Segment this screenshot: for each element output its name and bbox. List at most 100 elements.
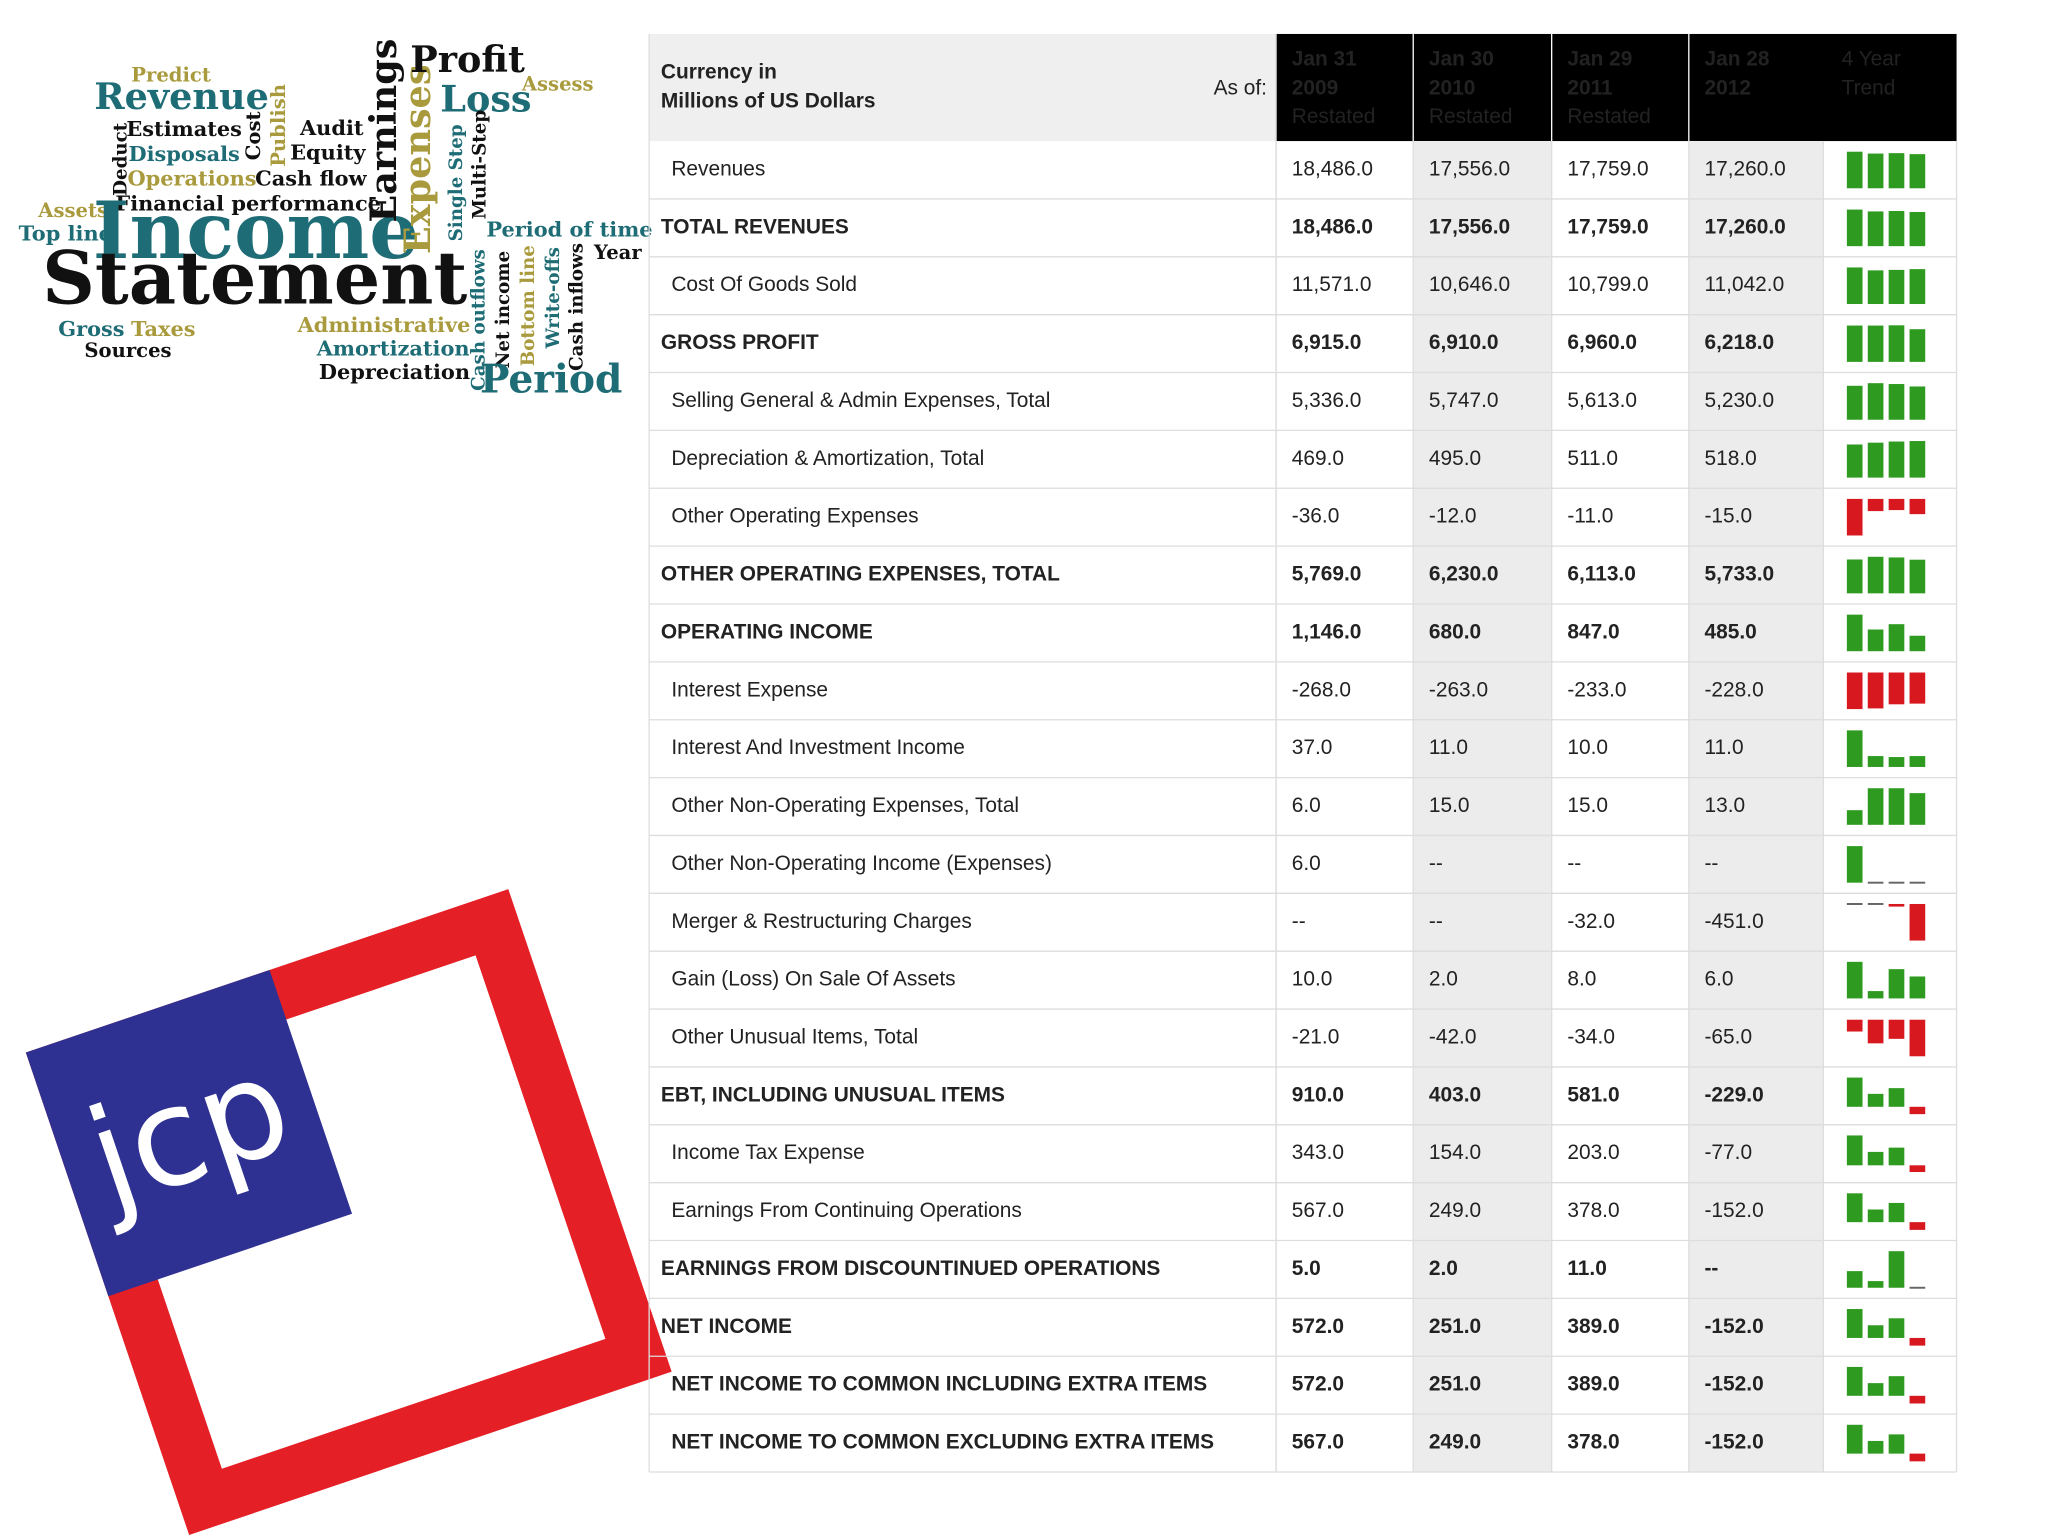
word: Earnings <box>362 39 405 223</box>
cell-value: -152.0 <box>1704 1431 1763 1454</box>
cell-value: -42.0 <box>1429 1026 1477 1049</box>
trend-bar <box>1888 153 1905 189</box>
column-note: Restated <box>1429 105 1513 128</box>
cell-value: 6,218.0 <box>1704 331 1774 354</box>
word: Revenue <box>94 75 269 118</box>
trend-bar <box>1846 1366 1863 1396</box>
trend-bar <box>1846 672 1863 710</box>
trend-bar <box>1846 209 1863 247</box>
word: Period of time <box>486 217 652 242</box>
trend-bar <box>1846 1309 1863 1338</box>
cell-value: -32.0 <box>1567 910 1615 933</box>
cell-value: 17,556.0 <box>1429 158 1510 181</box>
trend-bar <box>1846 961 1863 999</box>
cell-value: 5,769.0 <box>1292 563 1362 586</box>
cell-value: 518.0 <box>1704 447 1756 470</box>
trend-bar <box>1867 383 1884 420</box>
trend-bar <box>1867 991 1884 999</box>
cell-value: 6,113.0 <box>1567 563 1636 586</box>
trend-bar <box>1846 810 1863 825</box>
cell-value: 6.0 <box>1292 852 1321 875</box>
trend-bar <box>1888 1318 1905 1338</box>
word: Operations <box>127 166 256 191</box>
cell-value: 251.0 <box>1429 1373 1481 1396</box>
cell-value: 154.0 <box>1429 1141 1481 1164</box>
trend-bar <box>1909 1019 1926 1057</box>
trend-bar <box>1846 1077 1863 1107</box>
trend-bar <box>1867 1440 1884 1454</box>
column-date: 2009 <box>1292 76 1338 99</box>
cell-value: 485.0 <box>1704 620 1756 643</box>
cell-value: 5.0 <box>1292 1257 1321 1280</box>
trend-bar <box>1909 154 1926 189</box>
trend-bar <box>1846 151 1863 189</box>
word: Year <box>593 241 642 264</box>
trend-bar <box>1888 1147 1905 1166</box>
row-label: Income Tax Expense <box>671 1141 864 1164</box>
trend-bar <box>1909 1337 1926 1346</box>
column-note: Restated <box>1292 105 1376 128</box>
cell-value: 17,260.0 <box>1704 215 1785 238</box>
trend-bar <box>1846 325 1863 362</box>
trend-bar <box>1909 1222 1926 1230</box>
cell-value: 37.0 <box>1292 736 1333 759</box>
cell-value: -- <box>1429 852 1443 875</box>
trend-bar <box>1867 153 1884 189</box>
cell-value: 18,486.0 <box>1292 215 1373 238</box>
table-caption: Millions of US Dollars <box>661 89 876 112</box>
trend-bar <box>1867 270 1884 305</box>
trend-bar <box>1867 1325 1884 1338</box>
row-label: Selling General & Admin Expenses, Total <box>671 389 1050 412</box>
row-label: Gain (Loss) On Sale Of Assets <box>671 968 955 991</box>
trend-bar <box>1846 1135 1863 1166</box>
trend-bar <box>1909 903 1926 941</box>
word: Predict <box>131 63 211 86</box>
cell-value: 17,556.0 <box>1429 215 1510 238</box>
trend-bar <box>1909 756 1926 767</box>
trend-bar <box>1888 441 1905 478</box>
cell-value: 847.0 <box>1567 620 1619 643</box>
cell-value: 10,646.0 <box>1429 273 1510 296</box>
trend-bar <box>1909 212 1926 247</box>
trend-bar <box>1909 635 1926 652</box>
cell-value: 18,486.0 <box>1292 158 1373 181</box>
cell-value: 343.0 <box>1292 1141 1344 1164</box>
cell-value: -- <box>1567 852 1581 875</box>
cell-value: 8.0 <box>1567 968 1596 991</box>
trend-bar <box>1846 1193 1863 1223</box>
cell-value: 11,571.0 <box>1292 273 1372 296</box>
column-date: 2012 <box>1704 76 1750 99</box>
cell-value: -263.0 <box>1429 678 1488 701</box>
shaded-column <box>1413 141 1552 1472</box>
word: Profit <box>410 38 525 81</box>
cell-value: 6.0 <box>1292 794 1321 817</box>
trend-bar <box>1846 498 1863 536</box>
cell-value: 469.0 <box>1292 447 1344 470</box>
row-label: TOTAL REVENUES <box>661 215 849 238</box>
trend-bar <box>1888 757 1905 767</box>
trend-bar <box>1846 1019 1863 1032</box>
word: Loss <box>440 77 531 120</box>
column-date: 2011 <box>1567 76 1613 99</box>
cell-value: 11,042.0 <box>1704 273 1784 296</box>
trend-bar <box>1867 498 1884 512</box>
cell-value: -12.0 <box>1429 505 1477 528</box>
cell-value: -34.0 <box>1567 1026 1615 1049</box>
cell-value: 2.0 <box>1429 1257 1458 1280</box>
trend-bar <box>1867 1281 1884 1288</box>
word: Cash inflows <box>566 243 587 371</box>
trend-bar <box>1888 788 1905 825</box>
cell-value: 378.0 <box>1567 1431 1619 1454</box>
word: Period <box>480 357 622 403</box>
cell-value: 251.0 <box>1429 1315 1481 1338</box>
trend-bar <box>1888 557 1905 594</box>
trend-bar <box>1909 672 1926 704</box>
trend-bar <box>1888 1376 1905 1396</box>
trend-bar <box>1909 441 1926 478</box>
cell-value: -- <box>1704 852 1718 875</box>
trend-bar <box>1846 730 1863 767</box>
cell-value: -- <box>1429 910 1443 933</box>
cell-value: 910.0 <box>1292 1083 1344 1106</box>
trend-bar <box>1867 211 1884 247</box>
